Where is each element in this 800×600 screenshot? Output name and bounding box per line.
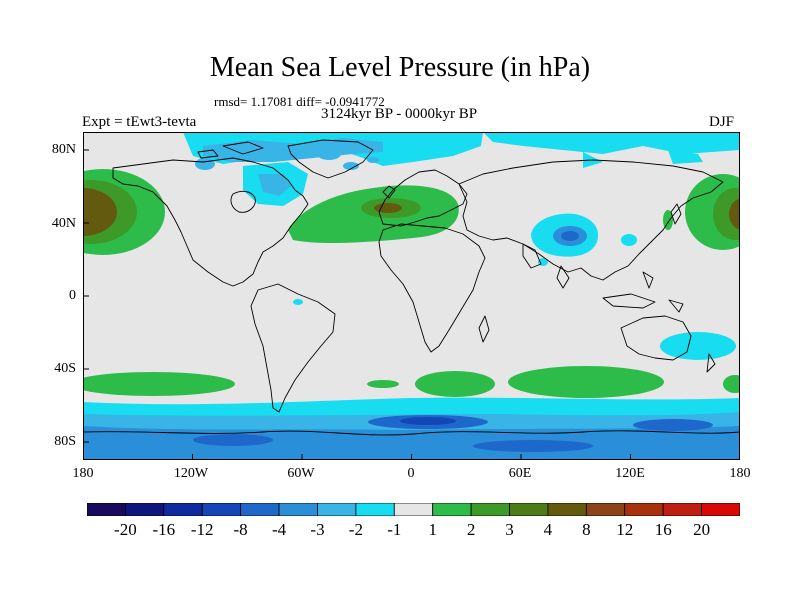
colorbar-swatch [201, 503, 242, 516]
colorbar-label: -2 [348, 520, 363, 539]
north-pacific-high [83, 169, 740, 255]
colorbar-label: 16 [654, 520, 672, 539]
colorbar-swatch [509, 503, 549, 516]
southern-highs [83, 366, 740, 398]
colorbar-swatch [470, 503, 510, 516]
stats-text: rmsd= 1.17081 diff= -0.0941772 [214, 94, 385, 109]
australian-low [660, 332, 736, 360]
axis-ticks [83, 149, 631, 460]
colorbar-label: -3 [310, 520, 325, 539]
colorbar-swatch [624, 503, 664, 516]
colorbar-label: 20 [693, 520, 711, 539]
lon-label-60e: 60E [508, 466, 532, 481]
colorbar-label: 4 [543, 520, 553, 539]
lat-label-80n: 80N [51, 142, 76, 157]
colorbar-swatch [240, 503, 280, 516]
colorbar-label: -16 [152, 520, 176, 539]
colorbar-swatch [278, 503, 318, 516]
colorbar-label: 3 [505, 520, 514, 539]
coastlines [83, 139, 740, 436]
antarctic-anomaly [83, 397, 740, 460]
lat-label-80s: 80S [54, 434, 76, 449]
colorbar-label: 1 [428, 520, 437, 539]
colorbar-swatch [355, 503, 395, 516]
chart-title: Mean Sea Level Pressure (in hPa) [209, 52, 591, 83]
colorbar-swatch [87, 503, 126, 516]
colorbar-swatch [662, 503, 702, 516]
lat-label-40n: 40N [51, 216, 76, 231]
colorbar-swatch [701, 503, 740, 516]
colorbar-label: 2 [466, 520, 476, 539]
lat-label-0: 0 [69, 288, 76, 303]
colorbar-swatch [547, 503, 587, 516]
season-label: DJF [709, 114, 735, 130]
lon-label-60w: 60W [287, 466, 315, 481]
lon-label-180w: 180 [72, 466, 94, 481]
colorbar-label: 12 [616, 520, 634, 539]
lon-label-120w: 120W [173, 466, 209, 481]
colorbar-swatch [432, 503, 472, 516]
colorbar [87, 503, 740, 516]
lat-label-40s: 40S [54, 361, 76, 376]
lon-label-120e: 120E [615, 466, 645, 481]
asian-low [531, 213, 637, 266]
colorbar-label: -20 [114, 520, 137, 539]
colorbar-label: -8 [233, 520, 248, 539]
colorbar-swatch [393, 503, 434, 516]
lon-label-0: 0 [407, 466, 415, 481]
colorbar-label: -12 [190, 520, 214, 539]
world-map [83, 132, 740, 460]
lon-label-180e: 180 [729, 466, 751, 481]
experiment-label: Expt = tEwt3-tevta [82, 114, 197, 130]
colorbar-label: -4 [272, 520, 287, 539]
colorbar-label: 8 [582, 520, 591, 539]
colorbar-swatch [125, 503, 165, 516]
colorbar-swatch [317, 503, 357, 516]
colorbar-label: -1 [387, 520, 402, 539]
colorbar-swatch [163, 503, 203, 516]
colorbar-swatch [585, 503, 626, 516]
period-text: 3124kyr BP - 0000kyr BP [321, 106, 478, 122]
arctic-anomaly [183, 132, 740, 206]
north-atlantic-high [288, 185, 673, 244]
